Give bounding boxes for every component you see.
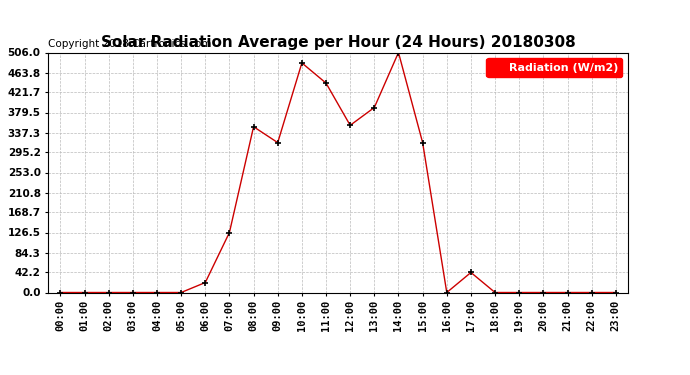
- Legend: Radiation (W/m2): Radiation (W/m2): [486, 58, 622, 77]
- Text: Copyright 2018 Cartronics.com: Copyright 2018 Cartronics.com: [48, 39, 212, 49]
- Title: Solar Radiation Average per Hour (24 Hours) 20180308: Solar Radiation Average per Hour (24 Hou…: [101, 35, 575, 50]
